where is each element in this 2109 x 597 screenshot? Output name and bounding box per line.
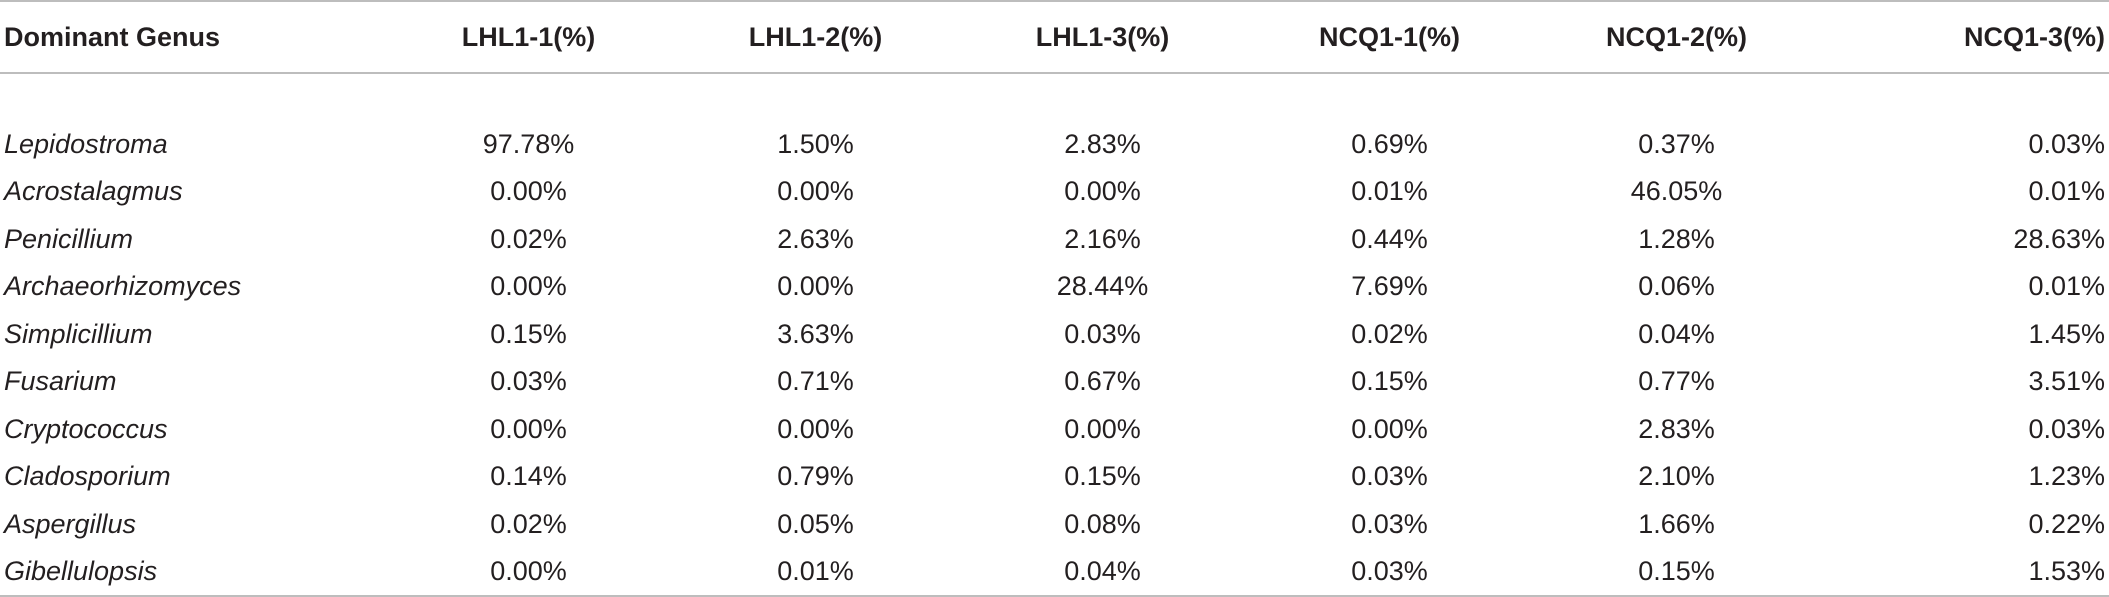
value-cell: 0.02% (490, 508, 567, 539)
value-cell: 28.44% (1056, 271, 1149, 302)
value-cell: 0.00% (490, 413, 567, 444)
value-cell: 7.69% (1351, 271, 1428, 302)
value-cell: 97.78% (482, 128, 575, 159)
value-cell: 1.50% (777, 128, 854, 159)
value-cell: 0.44% (1351, 223, 1428, 254)
value-cell: 0.03% (1064, 318, 1141, 349)
value-cell: 1.53% (1820, 548, 2109, 597)
genus-cell: Aspergillus (4, 508, 137, 539)
value-cell: 2.16% (1064, 223, 1141, 254)
value-cell: 0.00% (777, 271, 854, 302)
value-cell: 0.04% (959, 548, 1246, 597)
value-cell: 2.83% (1064, 128, 1141, 159)
value-cell: 0.67% (1064, 366, 1141, 397)
table-row: Penicillium 0.02% 2.63% 2.16% 0.44% 1.28% 28.6… (0, 216, 2109, 264)
value-cell: 0.03% (1246, 548, 1533, 597)
value-cell: 1.28% (1638, 223, 1715, 254)
value-cell: 3.51% (2028, 366, 2105, 397)
genus-cell: Cladosporium (4, 461, 171, 492)
genus-cell: Gibellulopsis (0, 548, 385, 597)
value-cell: 0.69% (1351, 128, 1428, 159)
value-cell: 0.04% (1638, 318, 1715, 349)
value-cell: 0.05% (777, 508, 854, 539)
genus-cell: Lepidostroma (4, 128, 168, 159)
value-cell: 1.45% (2028, 318, 2105, 349)
value-cell: 0.00% (385, 548, 672, 597)
value-cell: 28.63% (2013, 223, 2105, 254)
value-cell: 0.14% (490, 461, 567, 492)
column-header-ncq1-2: NCQ1-2(%) (1533, 0, 1820, 74)
genus-cell: Acrostalagmus (4, 176, 183, 207)
column-header-ncq1-3: NCQ1-3(%) (1820, 0, 2109, 74)
value-cell: 0.06% (1638, 271, 1715, 302)
value-cell: 0.08% (1064, 508, 1141, 539)
column-header-genus: Dominant Genus (0, 0, 385, 74)
table-header-row: Dominant Genus LHL1-1(%) LHL1-2(%) LHL1-… (0, 0, 2109, 74)
spacer-cell (0, 73, 2109, 121)
value-cell: 2.10% (1638, 461, 1715, 492)
genus-cell: Penicillium (4, 223, 134, 254)
table-row: Fusarium 0.03% 0.71% 0.67% 0.15% 0.77% 3.51% (0, 358, 2109, 406)
value-cell: 0.15% (1064, 461, 1141, 492)
value-cell: 1.66% (1638, 508, 1715, 539)
genus-cell: Fusarium (4, 366, 117, 397)
value-cell: 0.02% (490, 223, 567, 254)
genus-cell: Cryptococcus (4, 413, 168, 444)
value-cell: 3.63% (777, 318, 854, 349)
value-cell: 0.01% (2028, 176, 2105, 207)
genus-cell: Archaeorhizomyces (4, 271, 242, 302)
value-cell: 0.03% (1351, 461, 1428, 492)
value-cell: 0.01% (2028, 271, 2105, 302)
value-cell: 2.63% (777, 223, 854, 254)
value-cell: 0.71% (777, 366, 854, 397)
value-cell: 0.03% (2028, 413, 2105, 444)
value-cell: 2.83% (1638, 413, 1715, 444)
table-row: Lepidostroma 97.78% 1.50% 2.83% 0.69% 0.37% 0.… (0, 121, 2109, 169)
column-header-lhl1-3: LHL1-3(%) (959, 0, 1246, 74)
value-cell: 0.01% (672, 548, 959, 597)
value-cell: 0.00% (490, 271, 567, 302)
table-row: Acrostalagmus 0.00% 0.00% 0.00% 0.01% 46.05% 0… (0, 168, 2109, 216)
value-cell: 0.00% (1064, 176, 1141, 207)
genus-cell: Simplicillium (4, 318, 153, 349)
value-cell: 0.15% (1351, 366, 1428, 397)
column-header-lhl1-2: LHL1-2(%) (672, 0, 959, 74)
value-cell: 0.00% (490, 176, 567, 207)
table-row: Aspergillus 0.02% 0.05% 0.08% 0.03% 1.66% 0.22… (0, 501, 2109, 549)
value-cell: 0.00% (1351, 413, 1428, 444)
table-row: Cladosporium 0.14% 0.79% 0.15% 0.03% 2.10% 1.2… (0, 453, 2109, 501)
value-cell: 0.00% (777, 413, 854, 444)
value-cell: 1.23% (2028, 461, 2105, 492)
value-cell: 0.03% (2028, 128, 2105, 159)
value-cell: 0.00% (1064, 413, 1141, 444)
table-row: Simplicillium 0.15% 3.63% 0.03% 0.02% 0.04% 1.… (0, 311, 2109, 359)
value-cell: 0.01% (1351, 176, 1428, 207)
value-cell: 0.15% (490, 318, 567, 349)
value-cell: 0.37% (1638, 128, 1715, 159)
value-cell: 0.00% (777, 176, 854, 207)
value-cell: 0.03% (490, 366, 567, 397)
table-row: Archaeorhizomyces 0.00% 0.00% 28.44% 7.69% 0.… (0, 263, 2109, 311)
value-cell: 0.15% (1533, 548, 1820, 597)
value-cell: 0.02% (1351, 318, 1428, 349)
value-cell: 46.05% (1630, 176, 1723, 207)
table-body: Lepidostroma 97.78% 1.50% 2.83% 0.69% 0.37% 0.… (0, 73, 2109, 597)
value-cell: 0.77% (1638, 366, 1715, 397)
table-row: Cryptococcus 0.00% 0.00% 0.00% 0.00% 2.83% 0.0… (0, 406, 2109, 454)
value-cell: 0.22% (2028, 508, 2105, 539)
value-cell: 0.79% (777, 461, 854, 492)
spacer-row (0, 73, 2109, 121)
value-cell: 0.03% (1351, 508, 1428, 539)
table-row: Gibellulopsis 0.00% 0.01% 0.04% 0.03% 0.15% 1.… (0, 548, 2109, 597)
column-header-lhl1-1: LHL1-1(%) (385, 0, 672, 74)
column-header-ncq1-1: NCQ1-1(%) (1246, 0, 1533, 74)
